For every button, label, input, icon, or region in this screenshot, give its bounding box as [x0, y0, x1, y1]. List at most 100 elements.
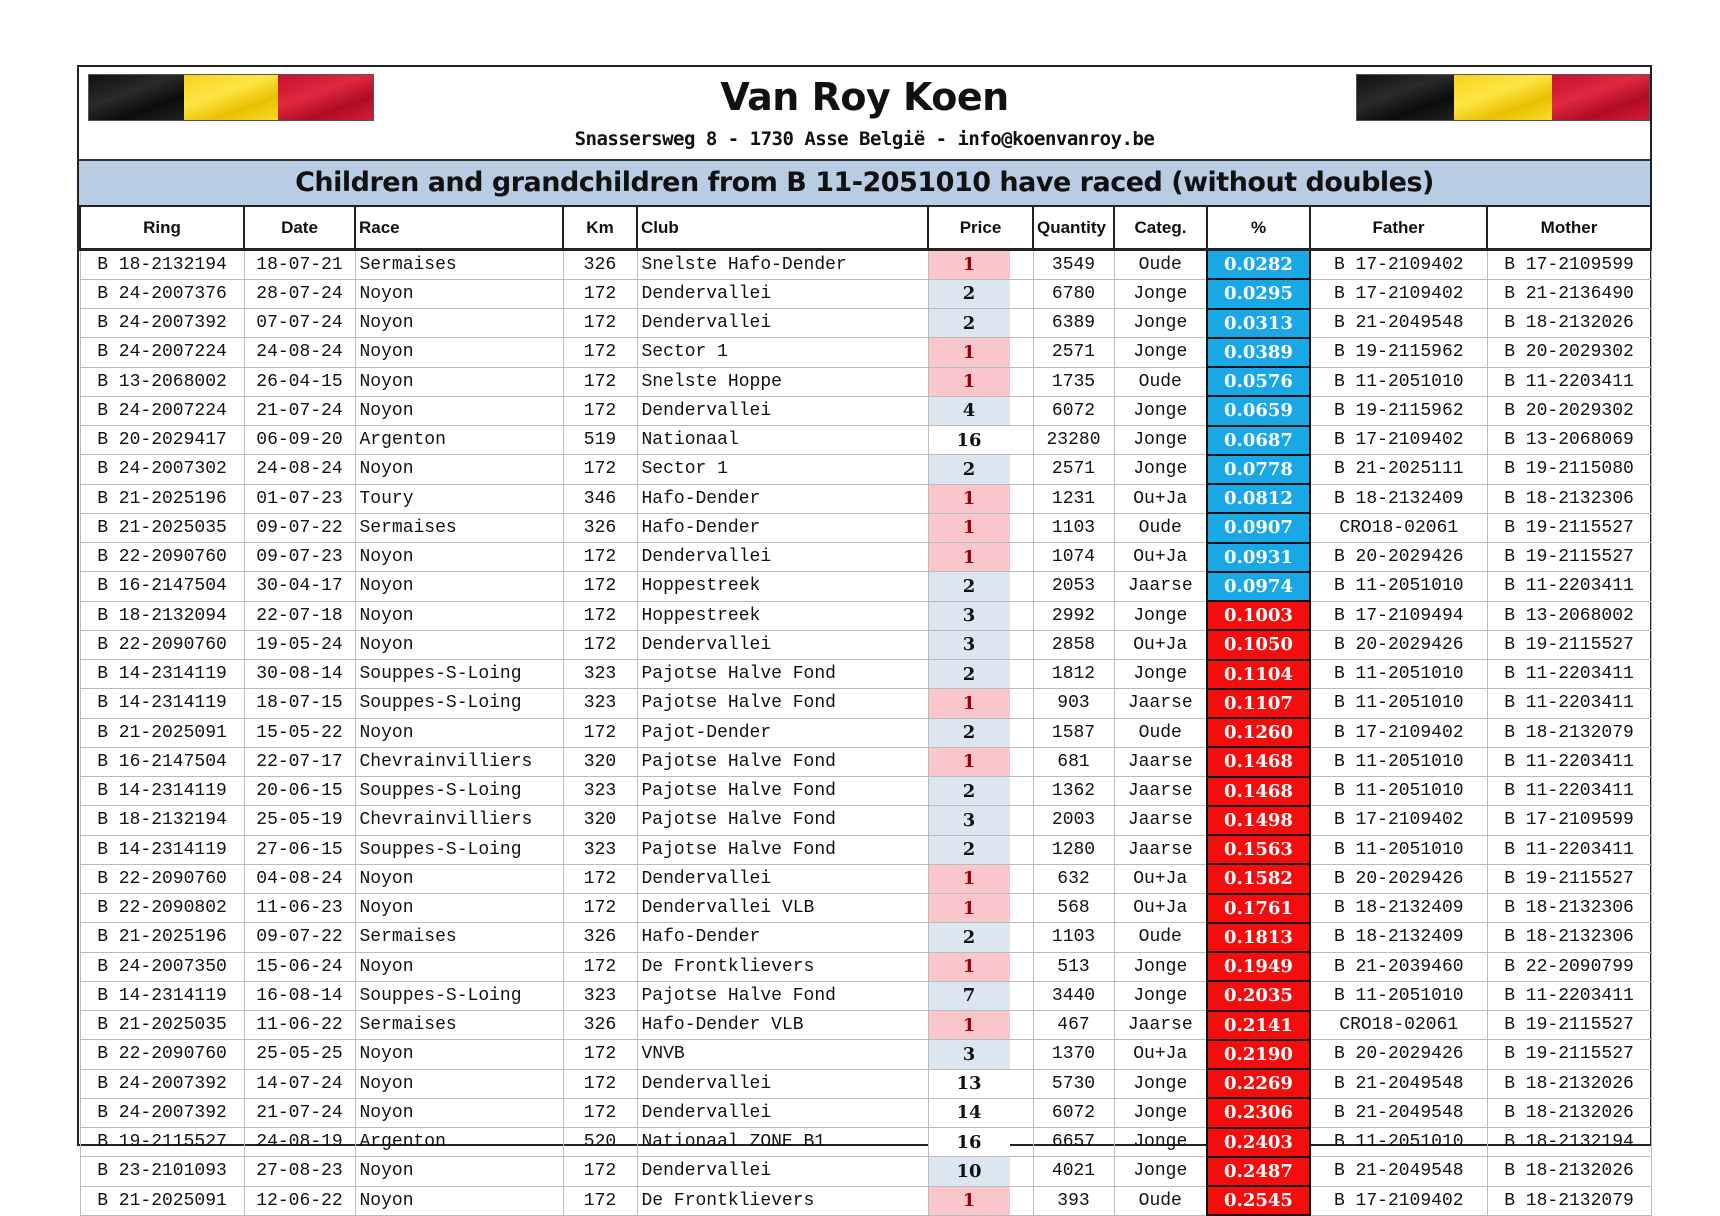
cell-club: Dendervallei: [636, 307, 929, 339]
cell-price: 2: [927, 717, 1033, 748]
cell-percent: 0.2306: [1206, 1097, 1311, 1129]
price-value: 1: [929, 514, 1010, 542]
price-value: 3: [929, 602, 1010, 630]
table-row: B 20-2029417 06-09-20 Argenton 519 Nationaal…: [79, 424, 1652, 456]
cell-category: Jonge: [1113, 658, 1208, 690]
cell-price: 1: [927, 863, 1033, 895]
price-value: 1: [929, 338, 1010, 366]
cell-race: Noyon: [354, 1156, 564, 1187]
price-value: 1: [929, 368, 1010, 396]
column-header-quantity: Quantity: [1032, 205, 1115, 251]
cell-race: Noyon: [354, 629, 564, 661]
cell-date: 09-07-23: [243, 541, 356, 573]
cell-race: Souppes-S-Loing: [354, 980, 564, 1012]
cell-category: Ou+Ja: [1113, 1039, 1208, 1070]
cell-km: 172: [562, 1068, 638, 1099]
cell-category: Jonge: [1113, 278, 1208, 310]
cell-father: B 20-2029426: [1309, 863, 1488, 895]
price-value: 2: [929, 923, 1010, 951]
cell-category: Jonge: [1113, 600, 1208, 631]
cell-father: B 17-2109402: [1309, 805, 1488, 836]
cell-club: Dendervallei: [636, 629, 929, 661]
table-row: B 23-2101093 27-08-23 Noyon 172 Dendervallei…: [79, 1155, 1652, 1188]
cell-race: Noyon: [354, 1097, 564, 1129]
cell-club: Hoppestreek: [636, 571, 929, 602]
cell-ring: B 24-2007376: [79, 278, 245, 310]
cell-race: Noyon: [354, 863, 564, 895]
cell-club: Hoppestreek: [636, 600, 929, 631]
cell-price: 1: [927, 892, 1033, 924]
cell-mother: B 19-2115527: [1486, 1009, 1652, 1041]
cell-percent: 0.1104: [1206, 658, 1311, 690]
cell-race: Noyon: [354, 395, 564, 427]
cell-race: Souppes-S-Loing: [354, 658, 564, 690]
price-value: 1: [929, 865, 1010, 893]
cell-ring: B 22-2090802: [79, 892, 245, 924]
cell-ring: B 24-2007224: [79, 395, 245, 427]
cell-mother: B 19-2115527: [1486, 863, 1652, 895]
cell-club: Dendervallei: [636, 1156, 929, 1187]
cell-date: 01-07-23: [243, 483, 356, 514]
belgian-flag-left: [88, 74, 374, 121]
cell-mother: B 18-2132306: [1486, 922, 1652, 953]
table-row: B 18-2132194 25-05-19 Chevrainvilliers 320 P…: [79, 804, 1652, 837]
cell-father: B 18-2132409: [1309, 483, 1488, 514]
price-value: 16: [929, 1128, 1010, 1156]
cell-quantity: 467: [1032, 1009, 1115, 1041]
cell-date: 21-07-24: [243, 395, 356, 427]
cell-percent: 0.1468: [1206, 775, 1311, 807]
address-line: Snassersweg 8 - 1730 Asse België - info@…: [574, 128, 1155, 150]
cell-quantity: 2053: [1032, 571, 1115, 602]
cell-ring: B 19-2115527: [79, 1126, 245, 1158]
cell-km: 323: [562, 688, 638, 719]
cell-km: 172: [562, 629, 638, 661]
cell-quantity: 6780: [1032, 278, 1115, 310]
price-value: 1: [929, 543, 1010, 571]
cell-club: Hafo-Dender: [636, 483, 929, 514]
column-header-ring: Ring: [79, 205, 245, 251]
column-header-race: Race: [354, 205, 564, 251]
cell-price: 1: [927, 1009, 1033, 1041]
cell-race: Sermaises: [354, 1009, 564, 1041]
table-row: B 24-2007224 21-07-24 Noyon 172 Dendervallei…: [79, 395, 1652, 427]
cell-father: CRO18-02061: [1309, 512, 1488, 544]
cell-father: B 21-2049548: [1309, 1156, 1488, 1187]
table-row: B 24-2007350 15-06-24 Noyon 172 De Frontklie…: [79, 950, 1652, 983]
cell-percent: 0.2141: [1206, 1009, 1311, 1041]
cell-ring: B 22-2090760: [79, 863, 245, 895]
cell-percent: 0.1498: [1206, 804, 1311, 837]
cell-date: 15-06-24: [243, 951, 356, 982]
cell-date: 28-07-24: [243, 278, 356, 310]
cell-mother: B 22-2090799: [1486, 951, 1652, 982]
cell-ring: B 23-2101093: [79, 1156, 245, 1187]
cell-quantity: 1103: [1032, 922, 1115, 953]
cell-father: B 11-2051010: [1309, 658, 1488, 690]
table-row: B 22-2090760 19-05-24 Noyon 172 Dendervallei…: [79, 629, 1652, 661]
cell-ring: B 24-2007224: [79, 337, 245, 368]
cell-mother: B 18-2132026: [1486, 1156, 1652, 1187]
table-row: B 14-2314119 18-07-15 Souppes-S-Loing 323 Pa…: [79, 687, 1652, 720]
cell-father: CRO18-02061: [1309, 1009, 1488, 1041]
document-frame: Van Roy Koen Snassersweg 8 - 1730 Asse B…: [77, 65, 1652, 1216]
table-row: B 21-2025035 11-06-22 Sermaises 326 Hafo-Den…: [79, 1009, 1652, 1041]
cell-date: 24-08-24: [243, 454, 356, 485]
cell-quantity: 632: [1032, 863, 1115, 895]
cell-category: Jaarse: [1113, 746, 1208, 778]
cell-category: Jonge: [1113, 1097, 1208, 1129]
cell-race: Souppes-S-Loing: [354, 775, 564, 807]
cell-club: VNVB: [636, 1039, 929, 1070]
cell-km: 172: [562, 717, 638, 748]
cell-club: Dendervallei: [636, 278, 929, 310]
cell-price: 16: [927, 424, 1033, 456]
cell-race: Souppes-S-Loing: [354, 688, 564, 719]
cell-quantity: 1370: [1032, 1039, 1115, 1070]
cell-father: B 17-2109402: [1309, 424, 1488, 456]
cell-race: Noyon: [354, 541, 564, 573]
cell-father: B 18-2132409: [1309, 922, 1488, 953]
table-caption: Children and grandchildren from B 11-205…: [79, 159, 1650, 207]
cell-club: Dendervallei VLB: [636, 892, 929, 924]
price-value: 2: [929, 777, 1010, 805]
cell-km: 323: [562, 834, 638, 865]
cell-km: 172: [562, 307, 638, 339]
cell-date: 25-05-19: [243, 805, 356, 836]
